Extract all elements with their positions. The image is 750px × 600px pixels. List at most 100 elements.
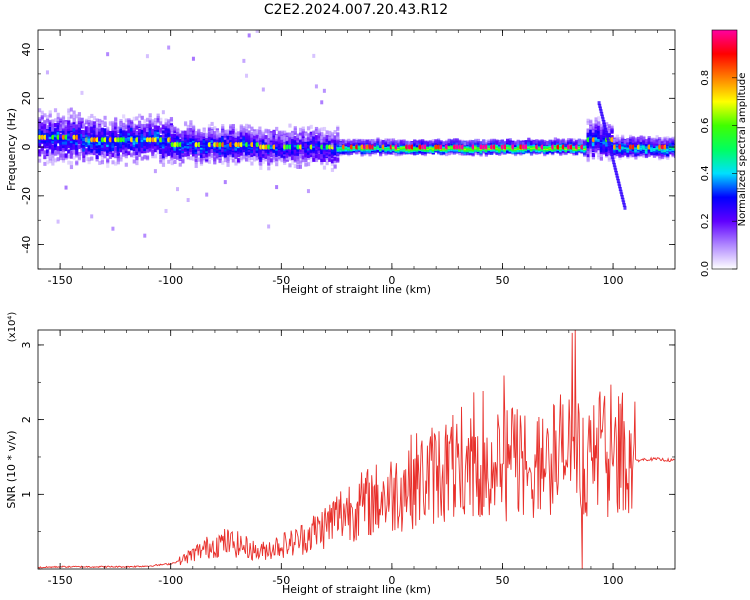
heatmap-cell — [132, 159, 136, 164]
heatmap-cell — [173, 159, 177, 164]
heatmap-cell — [223, 135, 227, 140]
heatmap-cell — [53, 151, 58, 156]
heatmap-cell — [132, 145, 136, 150]
heatmap-cell — [275, 142, 279, 147]
heatmap-cell — [143, 132, 147, 137]
heatmap-cell — [140, 147, 144, 152]
heatmap-cell — [48, 113, 52, 118]
heatmap-cell — [317, 132, 321, 137]
heatmap-cell — [106, 152, 110, 157]
heatmap-cell — [264, 138, 268, 143]
heatmap-cell — [330, 135, 335, 140]
heatmap-cell — [145, 130, 150, 135]
heatmap-cell — [559, 140, 563, 145]
heatmap-cell — [322, 133, 327, 138]
heatmap-cell — [607, 149, 611, 154]
heatmap-cell — [589, 132, 593, 137]
heatmap-cell — [127, 131, 131, 136]
heatmap-cell — [127, 143, 131, 148]
heatmap-cell — [127, 123, 131, 128]
heatmap-cell — [261, 150, 266, 155]
heatmap-cell — [261, 156, 266, 161]
heatmap-cell — [51, 147, 55, 152]
heatmap-cell — [328, 152, 332, 157]
heatmap-cell — [267, 133, 271, 138]
heatmap-cell — [304, 146, 308, 151]
heatmap-cell — [202, 149, 206, 154]
heatmap-cell — [582, 151, 587, 156]
heatmap-cell — [591, 126, 596, 131]
heatmap-cell — [119, 118, 123, 123]
heatmap-cell — [103, 115, 107, 120]
heatmap-cell — [84, 130, 89, 135]
heatmap-cell — [226, 142, 230, 147]
heatmap-cell — [90, 113, 94, 118]
heatmap-cell — [124, 123, 128, 128]
heatmap-cell — [283, 160, 287, 165]
heatmap-cell — [283, 134, 287, 139]
heatmap-cell — [391, 138, 396, 143]
heatmap-cell — [178, 152, 182, 157]
heatmap-cell — [114, 154, 118, 159]
heatmap-cell — [82, 158, 86, 163]
heatmap-cell — [572, 138, 576, 143]
heatmap-cell — [312, 139, 316, 144]
heatmap-cell — [277, 132, 281, 137]
heatmap-cell — [159, 154, 163, 159]
heatmap-cell — [247, 153, 251, 158]
heatmap-cell — [135, 147, 139, 152]
heatmap-cell — [275, 145, 279, 150]
heatmap-cell — [447, 151, 451, 156]
heatmap-cell — [298, 147, 303, 152]
heatmap-cell — [207, 138, 212, 143]
heatmap-cell — [119, 154, 123, 159]
heatmap-cell — [153, 154, 158, 159]
heatmap-cell — [328, 142, 332, 147]
heatmap-cell — [650, 143, 654, 148]
heatmap-cell — [602, 143, 606, 148]
heatmap-cell — [51, 161, 55, 166]
heatmap-cell — [145, 145, 150, 150]
heatmap-cell — [298, 142, 303, 147]
heatmap-cell — [498, 141, 502, 146]
heatmap-cell — [210, 127, 214, 132]
heatmap-cell — [92, 151, 97, 156]
heatmap-cell — [285, 155, 289, 160]
heatmap-cell — [114, 146, 118, 151]
heatmap-cell — [45, 141, 50, 146]
heatmap-cell — [53, 130, 58, 135]
heatmap-cell — [410, 141, 414, 146]
heatmap-cell — [413, 142, 417, 147]
heatmap-cell — [264, 128, 268, 133]
heatmap-cell — [114, 129, 118, 134]
heatmap-cell — [145, 126, 150, 131]
heatmap-cell — [119, 147, 123, 152]
heatmap-cell — [468, 139, 473, 144]
heatmap-cell — [111, 160, 115, 165]
heatmap-cell — [132, 140, 136, 145]
heatmap-cell — [213, 157, 217, 162]
heatmap-cell — [87, 157, 91, 162]
heatmap-cell — [45, 160, 50, 165]
heatmap-cell — [226, 135, 230, 140]
heatmap-cell — [237, 153, 241, 158]
heatmap-cell — [122, 132, 126, 137]
heatmap-cell — [229, 138, 233, 143]
heatmap-cell — [116, 133, 120, 138]
heatmap-cell — [234, 128, 238, 133]
heatmap-cell — [48, 152, 52, 157]
heatmap-cell — [610, 128, 614, 133]
heatmap-cell — [239, 151, 243, 156]
heatmap-cell — [250, 139, 254, 144]
heatmap-cell — [122, 148, 126, 153]
heatmap-cell — [59, 133, 63, 138]
heatmap-cell — [156, 150, 160, 155]
heatmap-cell — [599, 130, 603, 135]
heatmap-cell — [333, 144, 337, 149]
heatmap-cell — [312, 157, 316, 162]
heatmap-cell — [636, 138, 641, 143]
heatmap-cell — [64, 185, 68, 190]
heatmap-cell — [320, 152, 324, 157]
heatmap-cell — [87, 134, 91, 139]
heatmap-cell — [61, 116, 66, 121]
